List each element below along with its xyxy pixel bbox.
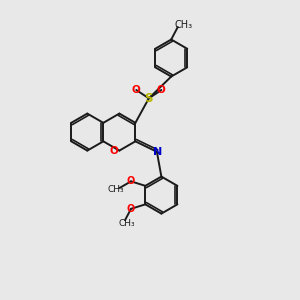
- Text: N: N: [153, 147, 162, 158]
- Text: O: O: [132, 85, 141, 95]
- Text: CH₃: CH₃: [108, 185, 124, 194]
- Text: O: O: [127, 204, 135, 214]
- Text: O: O: [110, 146, 118, 156]
- Text: O: O: [157, 85, 166, 95]
- Text: S: S: [145, 92, 153, 105]
- Text: CH₃: CH₃: [118, 219, 135, 228]
- Text: CH₃: CH₃: [174, 20, 192, 31]
- Text: O: O: [127, 176, 135, 186]
